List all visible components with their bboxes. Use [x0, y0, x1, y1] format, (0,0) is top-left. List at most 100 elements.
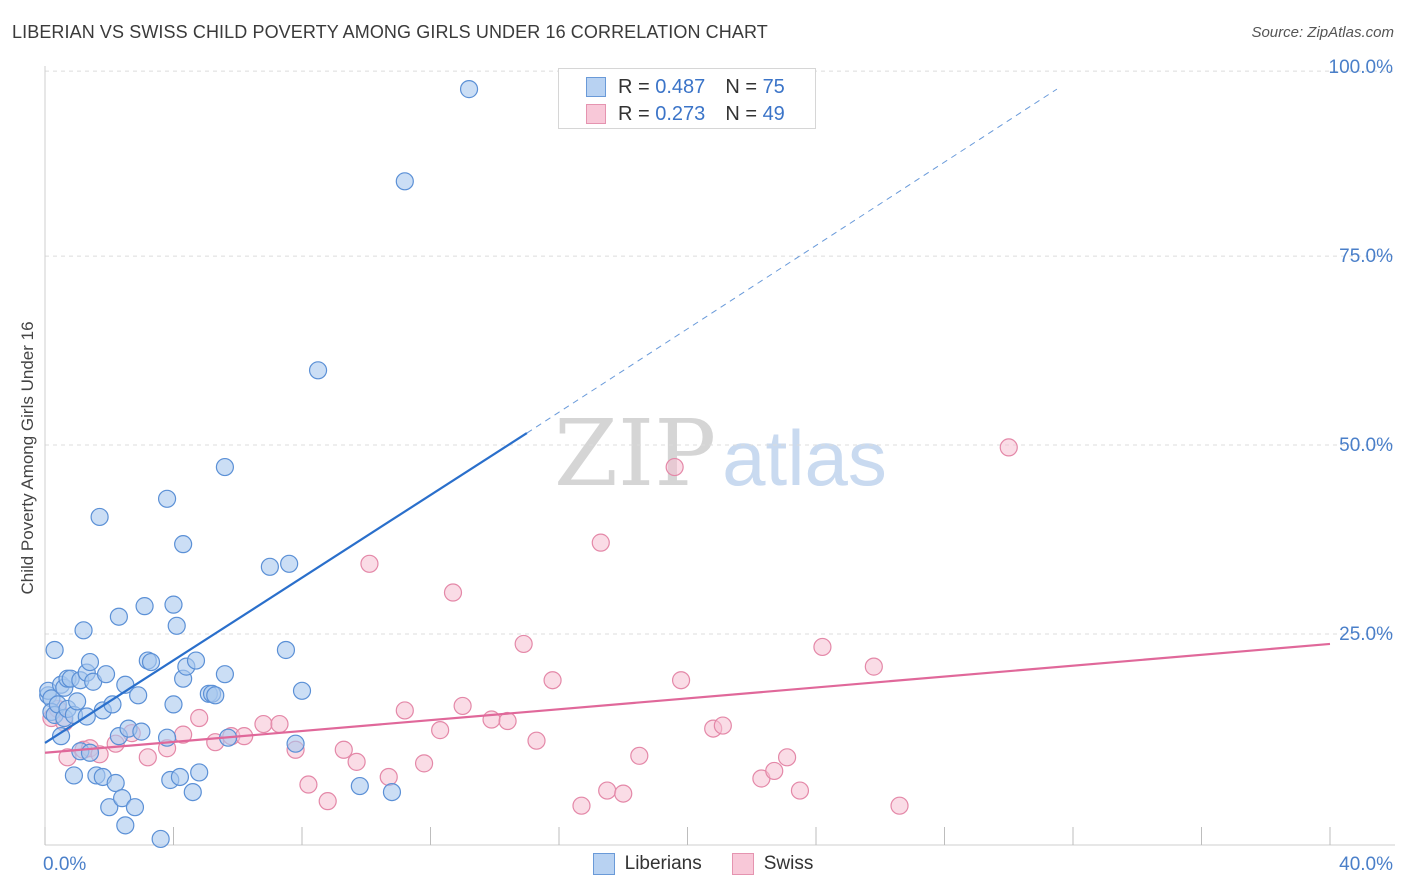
liberians-point	[215, 665, 234, 684]
swiss-point	[572, 796, 591, 815]
swiss-swatch	[586, 104, 606, 124]
liberians-point	[190, 763, 209, 782]
liberians-point	[45, 640, 64, 660]
swiss-point	[334, 740, 353, 759]
liberians-point	[109, 607, 128, 626]
correlation-legend: R = 0.487 N = 75 R = 0.273 N = 49	[558, 68, 816, 129]
legend-item-liberians[interactable]: Liberians	[592, 853, 702, 875]
swiss-point	[431, 721, 450, 740]
liberians-point	[68, 692, 87, 711]
liberians-points	[39, 80, 479, 849]
r-label: R =	[618, 102, 650, 125]
legend-item-swiss[interactable]: Swiss	[731, 853, 814, 875]
swiss-point	[543, 671, 562, 690]
series-legend: Liberians Swiss	[0, 851, 1406, 877]
liberians-point	[350, 776, 369, 796]
liberians-point	[125, 798, 145, 817]
y-tick-label: 75.0%	[1339, 246, 1393, 267]
liberians-point	[80, 652, 100, 672]
liberians-point	[90, 507, 109, 527]
swiss-point	[395, 701, 414, 720]
swiss-point	[270, 714, 289, 734]
watermark-atlas: atlas	[722, 414, 887, 502]
liberians-point	[459, 80, 479, 99]
swiss-trend-line	[44, 642, 1331, 754]
liberians-point	[206, 686, 225, 705]
tick-labels: 25.0% 50.0% 75.0% 100.0% 0.0% 40.0%	[43, 57, 1393, 875]
n-value-liberians: 75	[762, 75, 785, 98]
liberians-point	[286, 734, 305, 753]
swiss-point	[598, 781, 617, 800]
liberians-point	[141, 652, 161, 672]
swiss-point	[671, 671, 691, 690]
y-tick-label: 50.0%	[1339, 435, 1393, 456]
swiss-point	[630, 746, 649, 765]
liberians-point	[112, 789, 132, 808]
swiss-point	[614, 784, 633, 803]
swiss-point	[790, 781, 810, 800]
trend-lines	[44, 88, 1331, 754]
liberians-point	[215, 457, 234, 477]
liberians-point	[292, 681, 312, 700]
liberians-point	[276, 640, 296, 660]
swiss-point	[713, 716, 732, 735]
swiss-point	[443, 583, 463, 602]
watermark-zip: ZIP	[554, 400, 717, 507]
r-value-swiss: 0.273	[655, 102, 706, 125]
swiss-point	[379, 767, 398, 787]
source-label: Source: ZipAtlas.com	[1251, 24, 1394, 41]
swiss-point	[999, 438, 1018, 457]
liberians-point	[80, 743, 100, 762]
liberians-point	[260, 557, 279, 576]
liberians-point	[164, 695, 183, 714]
liberians-point	[382, 782, 402, 802]
swiss-point	[138, 748, 157, 767]
swiss-point	[190, 708, 209, 728]
liberians-point	[51, 727, 71, 746]
n-label: N =	[725, 75, 757, 98]
y-tick-label: 100.0%	[1329, 57, 1394, 78]
liberians-point	[74, 621, 93, 640]
liberians-point	[106, 773, 125, 793]
liberians-point	[170, 767, 190, 787]
swiss-point	[347, 752, 366, 771]
legend-row-swiss: R = 0.273 N = 49	[559, 101, 785, 127]
r-label: R =	[618, 75, 650, 98]
x-tick-label-max: 40.0%	[1339, 854, 1393, 875]
swiss-point	[453, 696, 472, 716]
swiss-point	[765, 761, 784, 781]
liberians-point	[280, 554, 299, 573]
n-label: N =	[725, 102, 757, 125]
r-value-liberians: 0.487	[655, 75, 706, 98]
swiss-point	[665, 457, 684, 477]
swiss-point	[864, 657, 883, 676]
legend-label-swiss: Swiss	[763, 853, 814, 874]
swiss-point	[813, 637, 832, 657]
swiss-point	[890, 796, 909, 815]
liberians-point	[308, 361, 328, 380]
swiss-point	[777, 748, 797, 767]
swiss-point	[591, 533, 610, 552]
legend-label-liberians: Liberians	[624, 853, 702, 874]
swiss-point	[254, 714, 273, 734]
liberians-point	[132, 722, 151, 741]
swiss-point	[514, 634, 533, 654]
liberians-point	[164, 595, 183, 614]
liberians-point	[135, 597, 154, 616]
chart-title: LIBERIAN VS SWISS CHILD POVERTY AMONG GI…	[12, 22, 768, 42]
swiss-point	[299, 775, 318, 794]
swiss-point	[360, 554, 379, 573]
liberians-point	[157, 489, 177, 508]
n-value-swiss: 49	[762, 102, 785, 125]
y-axis-label: Child Poverty Among Girls Under 16	[18, 321, 37, 595]
liberians-trend-extension	[526, 88, 1058, 434]
liberians-point	[100, 798, 119, 817]
x-tick-label-min: 0.0%	[43, 854, 86, 875]
liberians-point	[151, 829, 170, 849]
swiss-point	[414, 754, 434, 773]
swiss-legend-swatch	[731, 853, 754, 875]
liberians-point	[395, 172, 414, 191]
swiss-point	[527, 731, 546, 750]
liberians-point	[129, 686, 148, 705]
